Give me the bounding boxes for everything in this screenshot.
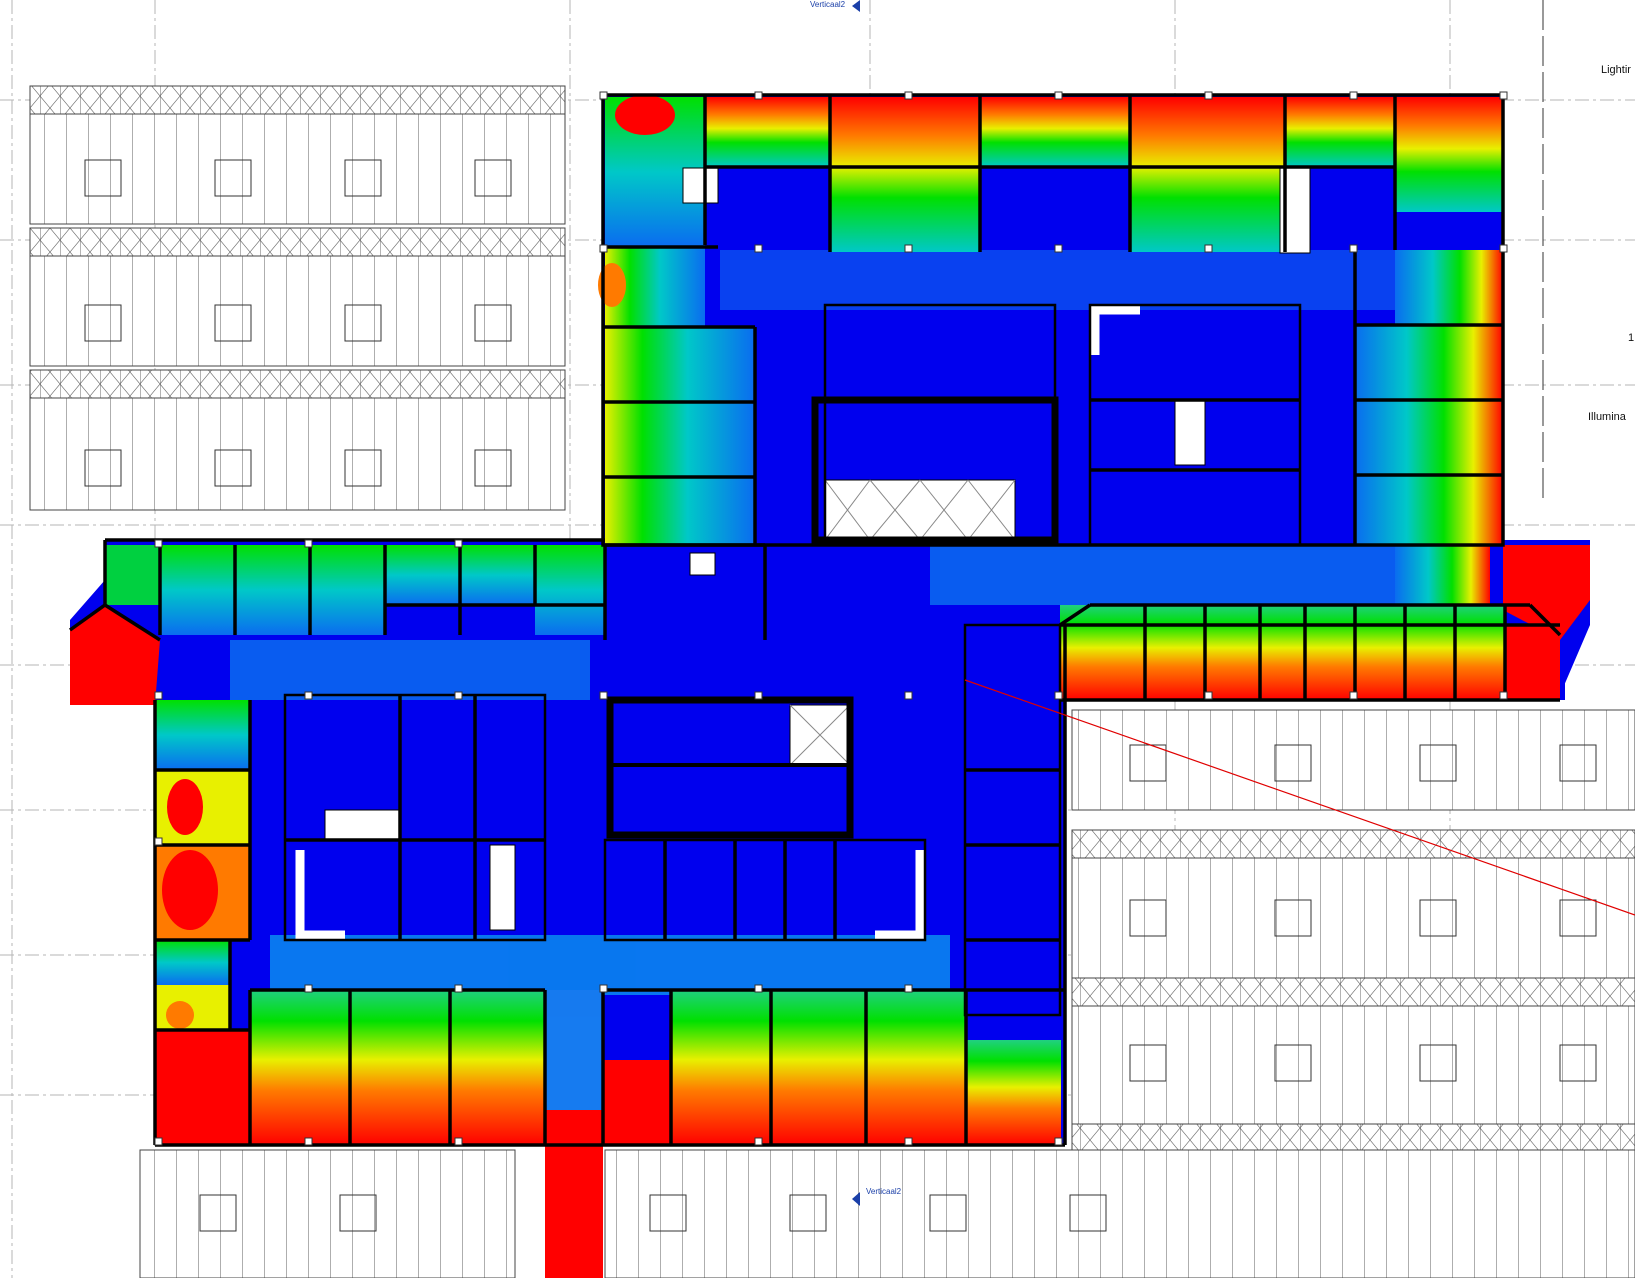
side-label-top: Lightir [1601,64,1631,76]
section-arrow-top-icon [852,0,860,12]
section-marker-top: Verticaal2 [810,0,846,9]
top-rooms [605,95,1503,252]
section-cut-line [964,679,1635,916]
u-shape-fixture [295,850,345,940]
elevator-marks [789,479,1016,766]
roof-structures [29,85,1635,1278]
u-shape-fixture-2 [875,850,925,940]
left-wing-rooms [70,545,605,705]
left-lower-rooms [155,700,250,1030]
right-wing-rooms [1060,605,1560,700]
left-upper-rooms [598,247,755,545]
section-marker-bottom: Verticaal2 [866,1187,902,1196]
side-label-mid: 1 [1628,332,1635,344]
corridor-zones [230,250,1450,1110]
l-shape-fixture [1090,305,1140,355]
roof-windows [84,159,1597,1232]
column-markers [154,91,1508,1146]
section-arrow-bottom-icon [852,1192,860,1206]
right-rooms [1355,250,1590,640]
bottom-rooms [155,990,1061,1145]
side-label-bottom: Illumina [1588,411,1626,423]
walls [68,93,1562,1147]
